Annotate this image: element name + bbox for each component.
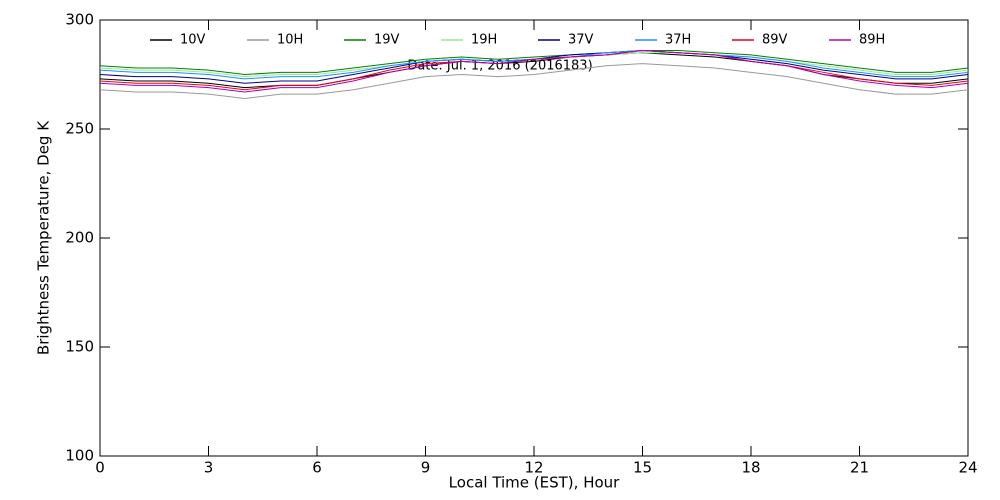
y-tick-label: 200 <box>65 229 94 247</box>
legend-label: 89V <box>762 33 788 48</box>
legend-label: 10H <box>277 33 303 48</box>
x-axis-label: Local Time (EST), Hour <box>449 474 620 492</box>
x-tick-label: 6 <box>312 459 322 477</box>
x-tick-label: 18 <box>741 459 760 477</box>
y-tick-label: 100 <box>65 447 94 465</box>
legend-label: 37H <box>665 33 691 48</box>
legend-label: 37V <box>568 33 594 48</box>
y-axis-label: Brightness Temperature, Deg K <box>35 120 53 355</box>
y-tick-label: 250 <box>65 120 94 138</box>
x-tick-label: 15 <box>633 459 652 477</box>
y-tick-label: 150 <box>65 338 94 356</box>
legend-label: 19H <box>471 33 497 48</box>
legend-label: 10V <box>180 33 206 48</box>
y-tick-label: 300 <box>65 11 94 29</box>
legend-label: 19V <box>374 33 400 48</box>
series-line <box>99 50 969 76</box>
x-tick-label: 21 <box>850 459 869 477</box>
series-line <box>99 50 969 93</box>
legend-label: 89H <box>859 33 885 48</box>
x-tick-label: 24 <box>958 459 977 477</box>
x-tick-label: 12 <box>524 459 543 477</box>
x-tick-label: 9 <box>421 459 431 477</box>
x-tick-label: 0 <box>95 459 105 477</box>
series-line <box>99 63 969 99</box>
x-tick-label: 3 <box>204 459 214 477</box>
